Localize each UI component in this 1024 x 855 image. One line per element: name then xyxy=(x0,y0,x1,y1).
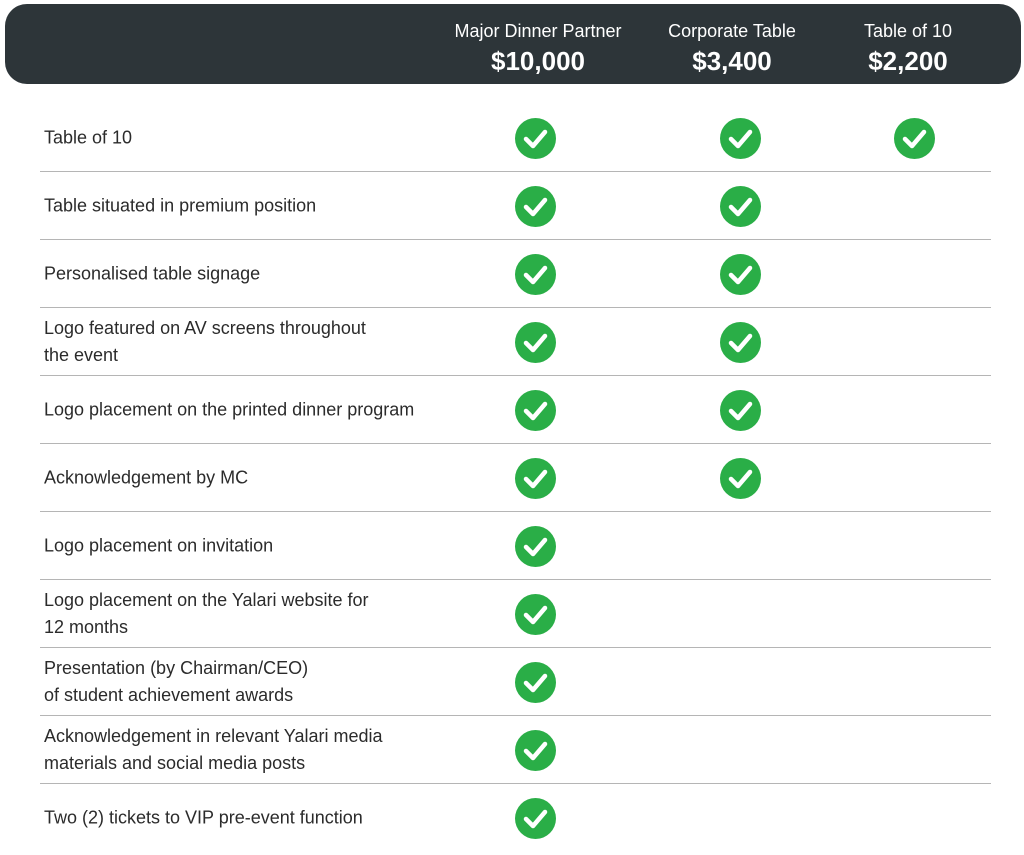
benefit-row: Logo featured on AV screens throughout t… xyxy=(40,308,991,376)
check-circle-icon xyxy=(720,185,761,227)
tier-name: Table of 10 xyxy=(863,21,953,41)
benefit-label: Acknowledgement in relevant Yalari media… xyxy=(44,725,383,773)
check-circle-icon xyxy=(515,389,556,431)
check-circle-icon xyxy=(515,525,556,567)
benefit-label: Table situated in premium position xyxy=(44,195,317,215)
check-circle-icon xyxy=(720,321,761,363)
tier-price: $2,200 xyxy=(868,46,948,76)
benefit-row: Acknowledgement by MC xyxy=(40,444,991,512)
benefit-row: Acknowledgement in relevant Yalari media… xyxy=(40,716,991,784)
benefits-table: Table of 10 Table situated in premium pos… xyxy=(40,104,991,852)
tier-price: $10,000 xyxy=(491,46,585,76)
check-circle-icon xyxy=(894,117,935,159)
benefit-row: Logo placement on invitation xyxy=(40,512,991,580)
benefit-row: Presentation (by Chairman/CEO) of studen… xyxy=(40,648,991,716)
benefit-label: Two (2) tickets to VIP pre-event functio… xyxy=(44,807,363,828)
benefit-row: Logo placement on the Yalari website for… xyxy=(40,580,991,648)
check-circle-icon xyxy=(720,253,761,295)
benefit-label: Logo featured on AV screens throughout t… xyxy=(44,317,366,365)
check-circle-icon xyxy=(720,389,761,431)
benefit-label: Table of 10 xyxy=(44,127,133,147)
check-circle-icon xyxy=(515,798,556,839)
benefit-label: Personalised table signage xyxy=(44,263,261,283)
tier-name: Corporate Table xyxy=(668,21,796,41)
benefit-label: Acknowledgement by MC xyxy=(44,467,249,487)
pricing-header: Major Dinner Partner $10,000 Corporate T… xyxy=(5,4,1021,84)
check-circle-icon xyxy=(515,457,556,499)
benefit-label: Logo placement on invitation xyxy=(44,535,274,555)
check-circle-icon xyxy=(515,117,556,159)
benefit-label: Presentation (by Chairman/CEO) of studen… xyxy=(44,657,309,705)
benefit-row: Table of 10 xyxy=(40,104,991,172)
check-circle-icon xyxy=(515,729,556,771)
tier-name: Major Dinner Partner xyxy=(454,21,622,41)
check-circle-icon xyxy=(515,253,556,295)
tier-price: $3,400 xyxy=(692,46,772,76)
check-circle-icon xyxy=(515,593,556,635)
benefit-label: Logo placement on the printed dinner pro… xyxy=(44,399,415,419)
check-circle-icon xyxy=(720,457,761,499)
benefit-row: Personalised table signage xyxy=(40,240,991,308)
tier-corporate-table: Corporate Table $3,400 xyxy=(668,20,796,78)
check-circle-icon xyxy=(720,117,761,159)
tier-major-dinner-partner: Major Dinner Partner $10,000 xyxy=(454,20,621,78)
check-circle-icon xyxy=(515,661,556,703)
benefit-label: Logo placement on the Yalari website for… xyxy=(44,589,369,637)
tier-table-of-10: Table of 10 $2,200 xyxy=(864,20,952,78)
benefit-row: Two (2) tickets to VIP pre-event functio… xyxy=(40,784,991,852)
check-circle-icon xyxy=(515,185,556,227)
check-circle-icon xyxy=(515,321,556,363)
benefit-row: Logo placement on the printed dinner pro… xyxy=(40,376,991,444)
benefit-row: Table situated in premium position xyxy=(40,172,991,240)
